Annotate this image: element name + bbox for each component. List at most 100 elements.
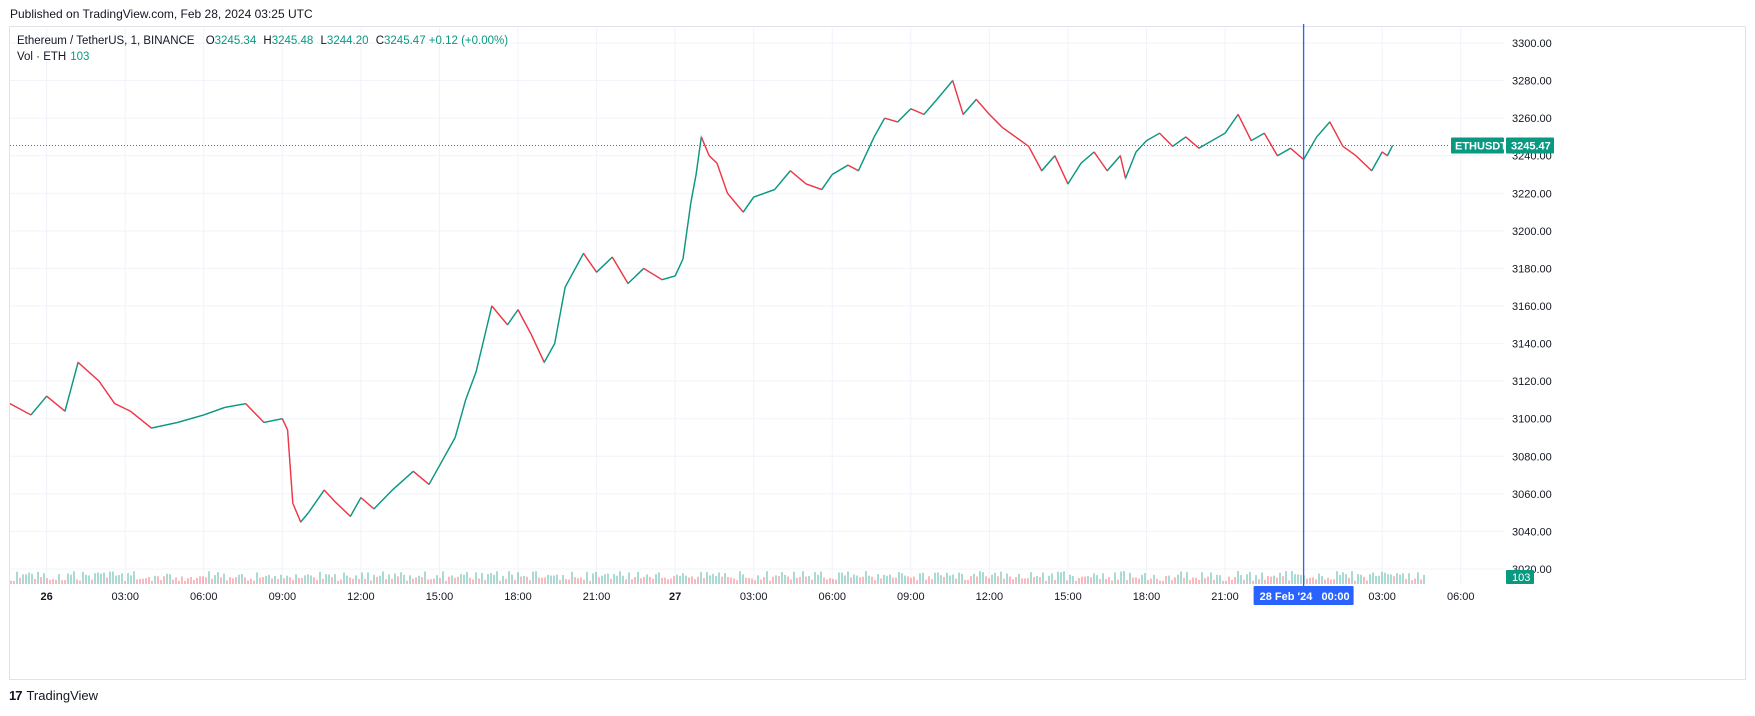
volume-bar <box>1357 574 1359 584</box>
volume-bar <box>589 580 591 584</box>
volume-bar <box>616 575 618 584</box>
x-tick-label: 03:00 <box>1368 591 1396 603</box>
volume-bar <box>232 578 234 584</box>
volume-bar <box>76 579 78 584</box>
price-segment <box>543 343 556 363</box>
volume-bar <box>397 576 399 584</box>
volume-bar <box>748 578 750 584</box>
volume-bar <box>373 574 375 584</box>
volume-bar <box>517 572 519 584</box>
volume-bar <box>859 577 861 584</box>
volume-bar <box>814 572 816 584</box>
volume-legend: Vol · ETH 103 <box>17 51 89 63</box>
tradingview-logo[interactable]: 17 TradingView <box>9 688 98 703</box>
volume-bar <box>718 572 720 584</box>
volume-bar <box>1192 577 1194 584</box>
legend-symbol[interactable]: Ethereum / TetherUS, 1, BINANCE <box>17 35 195 47</box>
volume-bar <box>1081 576 1083 584</box>
price-segment <box>281 418 289 431</box>
volume-bar <box>460 574 462 584</box>
volume-bar <box>1195 577 1197 584</box>
price-segment <box>1080 151 1095 164</box>
price-segment <box>1198 140 1213 149</box>
y-axis: 3020.003040.003060.003080.003100.003120.… <box>1512 38 1552 576</box>
volume-bar <box>754 580 756 584</box>
volume-bar <box>1105 579 1107 584</box>
volume-bar <box>493 574 495 584</box>
volume-bar <box>1129 572 1131 584</box>
volume-bar <box>520 576 522 584</box>
volume-bar <box>415 577 417 584</box>
price-segment <box>9 403 32 416</box>
volume-bar <box>430 579 432 584</box>
volume-bar <box>574 577 576 584</box>
volume-bar <box>559 579 561 584</box>
volume-bar <box>31 573 33 584</box>
volume-bar <box>892 577 894 584</box>
volume-bar <box>1147 580 1149 584</box>
price-segment <box>952 80 964 115</box>
volume-bar <box>145 578 147 584</box>
volume-bar <box>1369 574 1371 584</box>
volume-bar <box>835 579 837 584</box>
volume-bar <box>1282 576 1284 584</box>
volume-bar <box>277 579 279 584</box>
y-tick-label: 3240.00 <box>1512 151 1552 163</box>
volume-bar <box>895 577 897 584</box>
price-segment <box>46 395 66 412</box>
price-segment <box>1093 151 1108 172</box>
volume-bar <box>610 578 612 584</box>
volume-bar <box>526 576 528 584</box>
volume-bar <box>634 576 636 584</box>
price-segment <box>1159 132 1174 147</box>
volume-bar <box>220 577 222 584</box>
volume-bar <box>1252 580 1254 584</box>
price-segment <box>412 470 430 485</box>
volume-bar <box>43 573 45 584</box>
volume-bar <box>565 579 567 584</box>
volume-bar <box>1114 572 1116 584</box>
volume-bar <box>1177 574 1179 584</box>
volume-bar <box>1324 579 1326 584</box>
volume-bar <box>172 579 174 584</box>
volume-bar <box>301 577 303 584</box>
volume-bar <box>70 574 72 584</box>
volume-bar <box>256 572 258 584</box>
price-segment <box>1185 136 1200 149</box>
volume-bar <box>1243 579 1245 584</box>
volume-bar <box>1399 574 1401 584</box>
volume-bar <box>598 577 600 584</box>
volume-bar <box>1201 572 1203 584</box>
price-segment <box>130 410 152 429</box>
volume-bar <box>799 576 801 584</box>
volume-bar <box>103 572 105 584</box>
volume-bar <box>160 580 162 584</box>
price-segment <box>391 470 414 491</box>
price-segment <box>695 136 703 175</box>
volume-bar <box>1306 578 1308 584</box>
price-segment <box>962 98 977 115</box>
volume-bar <box>964 579 966 584</box>
volume-bar <box>649 576 651 584</box>
price-segment <box>491 305 509 326</box>
volume-bar <box>1168 575 1170 584</box>
price-segment <box>177 414 204 424</box>
legend-volume-label[interactable]: Vol · ETH <box>17 51 67 63</box>
volume-bar <box>1141 574 1143 584</box>
volume-bar <box>196 577 198 584</box>
volume-bar <box>793 571 795 584</box>
volume-bar <box>22 574 24 584</box>
volume-bar <box>682 573 684 584</box>
symbol-badge-text: ETHUSDT <box>1455 140 1507 152</box>
volume-bar <box>1030 572 1032 584</box>
volume-bar <box>997 576 999 584</box>
volume-bar <box>262 577 264 584</box>
x-tick-label: 27 <box>669 591 681 603</box>
price-segment <box>245 403 265 423</box>
volume-bar <box>16 571 18 584</box>
volume-bar <box>94 573 96 584</box>
volume-bar <box>622 575 624 584</box>
volume-bar <box>400 572 402 584</box>
volume-bar <box>352 578 354 584</box>
